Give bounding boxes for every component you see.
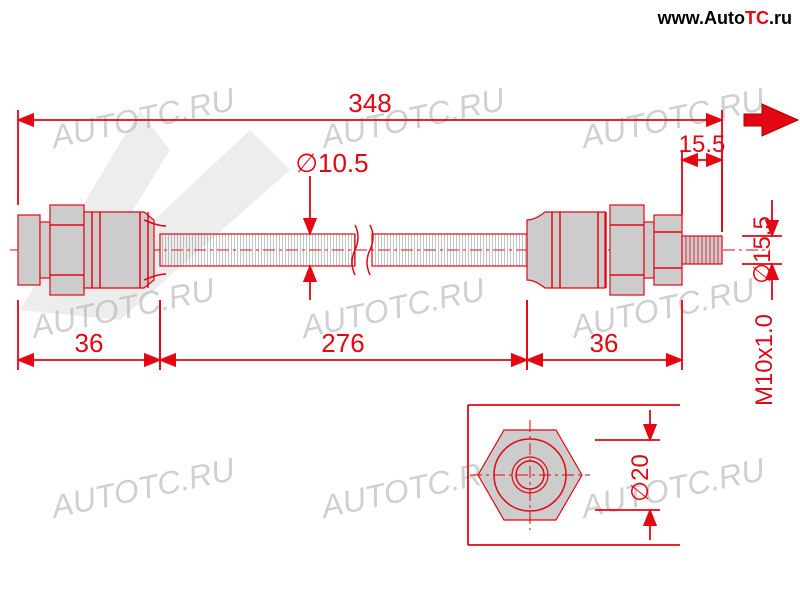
svg-text:36: 36 bbox=[590, 328, 619, 358]
dim-hose-diameter: ∅10.5 bbox=[295, 148, 368, 300]
technical-drawing: 348 ∅10.5 15.5 ∅15.5 36 276 bbox=[0, 0, 800, 600]
nut-front-view bbox=[470, 420, 590, 530]
svg-text:∅15.5: ∅15.5 bbox=[749, 216, 776, 284]
svg-text:348: 348 bbox=[348, 88, 391, 118]
svg-text:M10x1.0: M10x1.0 bbox=[751, 314, 778, 406]
dim-hose-length: 276 bbox=[160, 300, 527, 370]
dim-thread-spec: M10x1.0 bbox=[751, 314, 778, 406]
pointer-arrow-icon bbox=[744, 104, 798, 136]
dim-nut-diameter: ∅20 bbox=[595, 410, 660, 540]
svg-text:15.5: 15.5 bbox=[679, 131, 726, 158]
svg-text:36: 36 bbox=[75, 328, 104, 358]
svg-text:276: 276 bbox=[321, 328, 364, 358]
dim-right-fitting: 36 bbox=[527, 300, 682, 370]
brake-hose-side-view bbox=[18, 205, 722, 295]
svg-text:∅10.5: ∅10.5 bbox=[295, 148, 368, 178]
svg-text:∅20: ∅20 bbox=[627, 454, 654, 502]
dim-tip-length: 15.5 bbox=[679, 131, 726, 232]
